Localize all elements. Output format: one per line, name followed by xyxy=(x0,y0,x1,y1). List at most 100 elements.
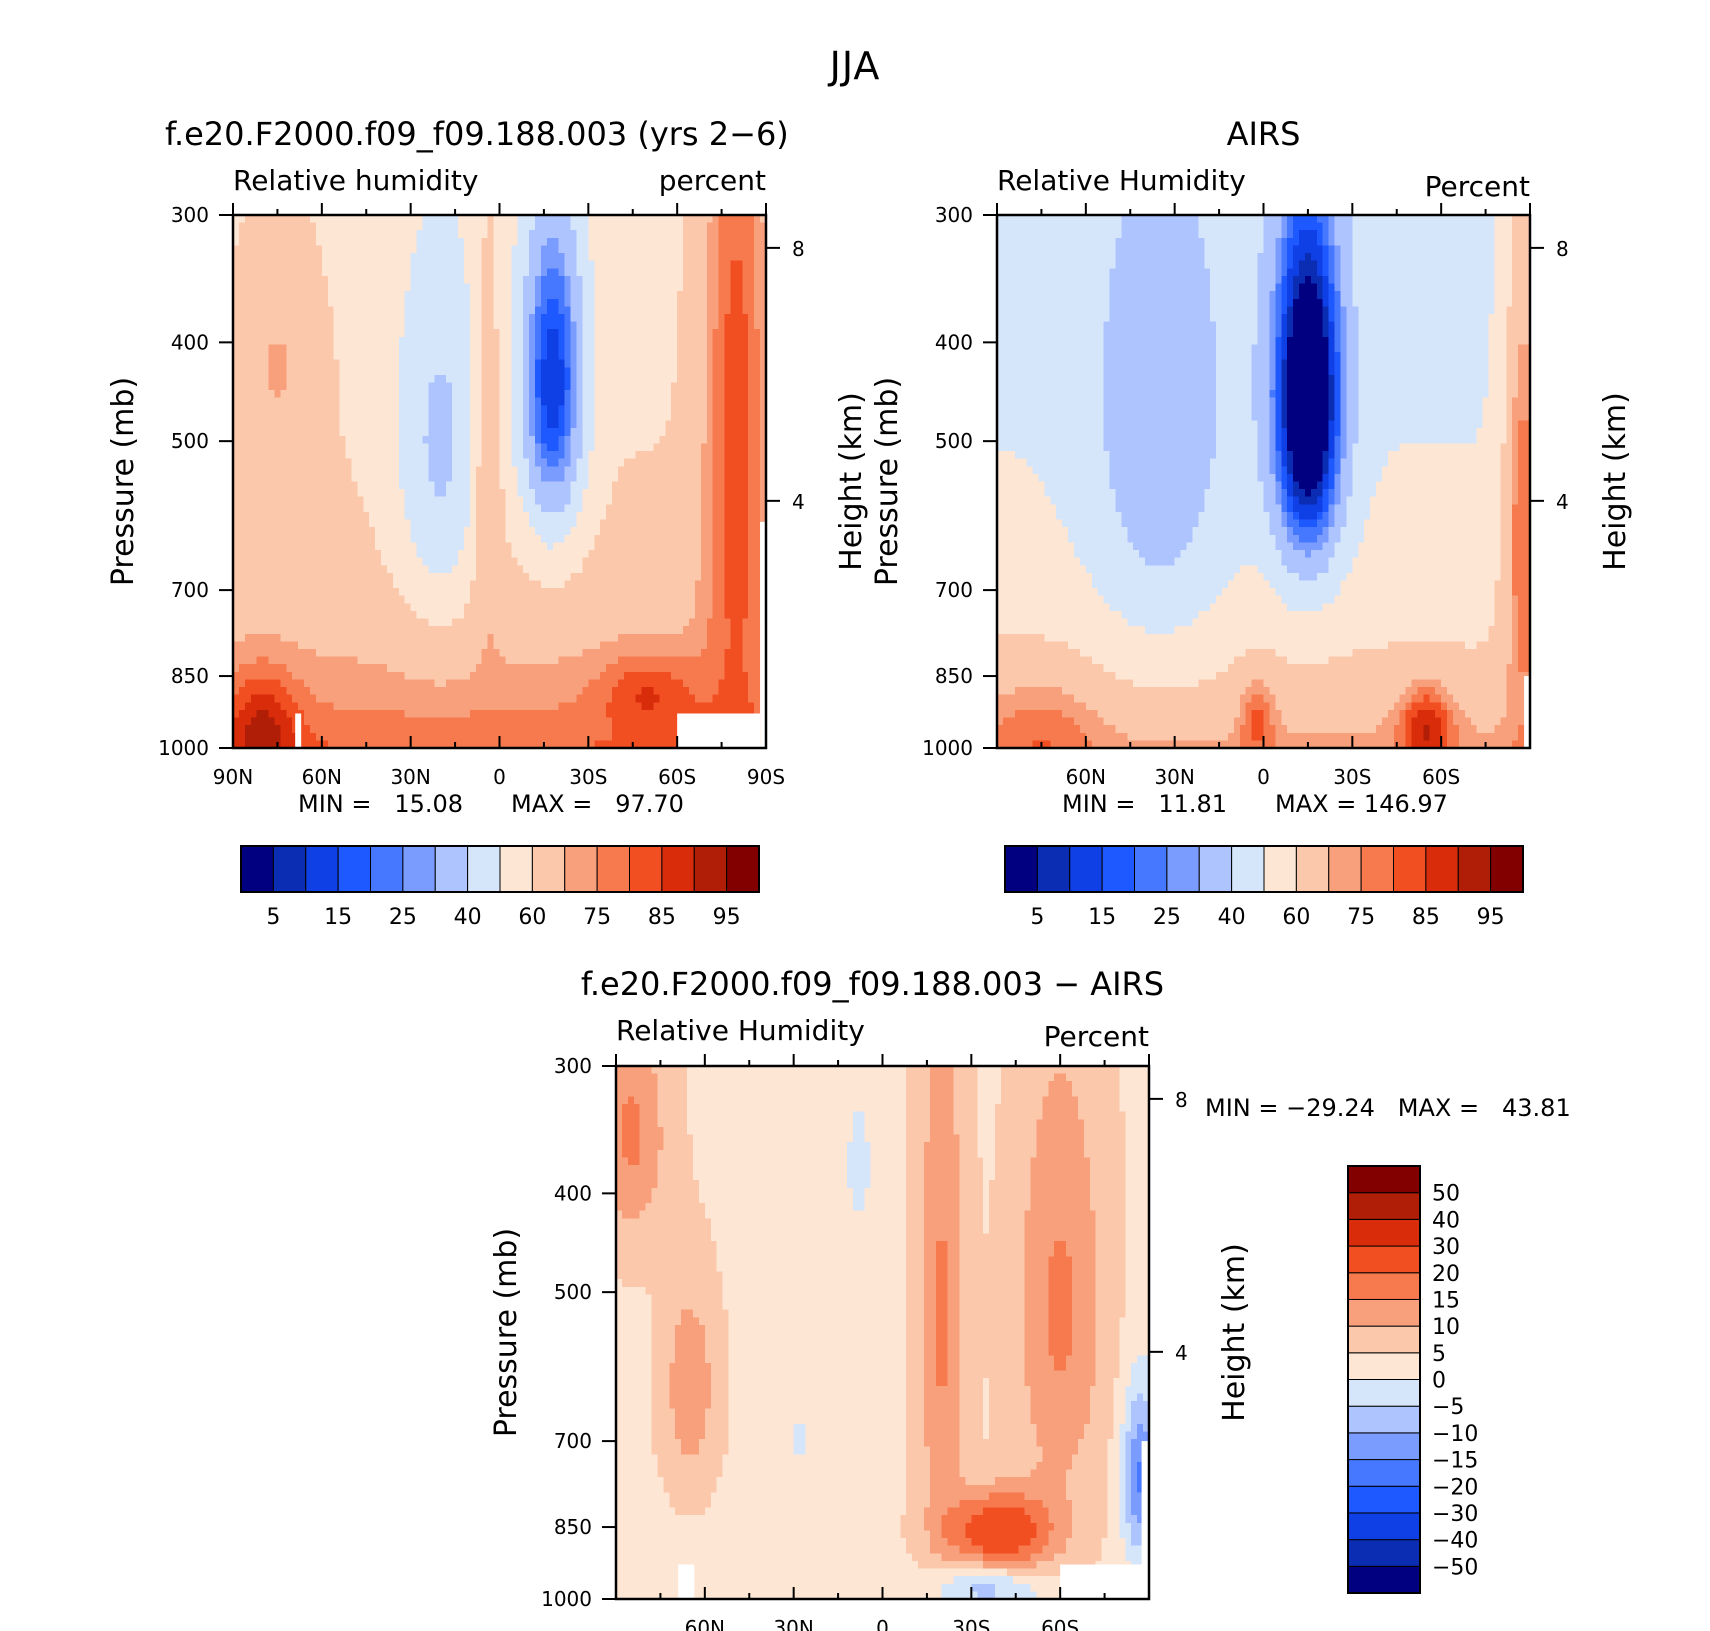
heatmap-cell xyxy=(541,504,548,512)
heatmap-cell xyxy=(411,657,418,665)
heatmap-cell xyxy=(304,276,311,284)
heatmap-cell xyxy=(245,352,252,360)
heatmap-cell xyxy=(452,230,459,238)
heatmap-cell xyxy=(571,322,578,330)
heatmap-cell xyxy=(334,520,341,528)
heatmap-cell xyxy=(411,603,418,611)
heatmap-cell xyxy=(405,710,412,718)
heatmap-cell xyxy=(340,383,347,391)
heatmap-cell xyxy=(470,588,477,596)
heatmap-cell xyxy=(316,527,323,535)
heatmap-cell xyxy=(482,436,489,444)
heatmap-cell xyxy=(529,725,536,733)
heatmap-cell xyxy=(517,291,524,299)
heatmap-cell xyxy=(239,687,246,695)
heatmap-cell xyxy=(600,314,607,322)
heatmap-cell xyxy=(245,535,252,543)
heatmap-cell xyxy=(482,466,489,474)
heatmap-cell xyxy=(334,383,341,391)
heatmap-cell xyxy=(245,291,252,299)
heatmap-cell xyxy=(470,390,477,398)
heatmap-cell xyxy=(511,558,518,566)
heatmap-cell xyxy=(340,649,347,657)
heatmap-cell xyxy=(541,664,548,672)
heatmap-cell xyxy=(387,268,394,276)
heatmap-cell xyxy=(482,733,489,741)
heatmap-cell xyxy=(399,451,406,459)
heatmap-cell xyxy=(440,550,447,558)
heatmap-cell xyxy=(263,329,270,337)
heatmap-cell xyxy=(440,687,447,695)
heatmap-cell xyxy=(612,542,619,550)
heatmap-cell xyxy=(399,679,406,687)
heatmap-cell xyxy=(582,695,589,703)
heatmap-cell xyxy=(274,634,281,642)
heatmap-cell xyxy=(322,596,329,604)
heatmap-cell xyxy=(316,512,323,520)
heatmap-cell xyxy=(251,253,258,261)
heatmap-cell xyxy=(523,619,530,627)
heatmap-cell xyxy=(251,679,258,687)
heatmap-cell xyxy=(369,512,376,520)
heatmap-cell xyxy=(322,695,329,703)
heatmap-cell xyxy=(571,634,578,642)
heatmap-cell xyxy=(298,565,305,573)
heatmap-cell xyxy=(488,443,495,451)
heatmap-cell xyxy=(257,284,264,292)
heatmap-cell xyxy=(322,580,329,588)
heatmap-cell xyxy=(488,672,495,680)
heatmap-cell xyxy=(346,687,353,695)
heatmap-cell xyxy=(648,733,655,741)
heatmap-cell xyxy=(452,276,459,284)
heatmap-cell xyxy=(411,664,418,672)
heatmap-cell xyxy=(511,573,518,581)
heatmap-cell xyxy=(630,223,637,231)
heatmap-cell xyxy=(648,405,655,413)
heatmap-cell xyxy=(541,443,548,451)
heatmap-cell xyxy=(464,611,471,619)
heatmap-cell xyxy=(594,489,601,497)
heatmap-cell xyxy=(547,451,554,459)
heatmap-cell xyxy=(642,710,649,718)
heatmap-cell xyxy=(245,306,252,314)
heatmap-cell xyxy=(648,657,655,665)
heatmap-cell xyxy=(470,619,477,627)
heatmap-cell xyxy=(405,337,412,345)
heatmap-cell xyxy=(387,230,394,238)
heatmap-cell xyxy=(464,619,471,627)
heatmap-cell xyxy=(239,664,246,672)
heatmap-cell xyxy=(399,360,406,368)
heatmap-cell xyxy=(588,718,595,726)
heatmap-cell xyxy=(304,466,311,474)
heatmap-cell xyxy=(571,535,578,543)
heatmap-cell xyxy=(387,672,394,680)
heatmap-cell xyxy=(500,573,507,581)
heatmap-cell xyxy=(452,512,459,520)
heatmap-cell xyxy=(381,344,388,352)
heatmap-cell xyxy=(387,276,394,284)
heatmap-cell xyxy=(464,299,471,307)
heatmap-cell xyxy=(316,535,323,543)
heatmap-cell xyxy=(286,466,293,474)
heatmap-cell xyxy=(369,337,376,345)
heatmap-cell xyxy=(316,329,323,337)
heatmap-cell xyxy=(387,360,394,368)
heatmap-cell xyxy=(387,512,394,520)
heatmap-cell xyxy=(488,390,495,398)
heatmap-cell xyxy=(476,520,483,528)
heatmap-cell xyxy=(511,672,518,680)
heatmap-cell xyxy=(559,268,566,276)
heatmap-cell xyxy=(630,603,637,611)
heatmap-cell xyxy=(541,299,548,307)
heatmap-cell xyxy=(387,619,394,627)
heatmap-cell xyxy=(476,367,483,375)
heatmap-cell xyxy=(576,619,583,627)
heatmap-cell xyxy=(500,619,507,627)
heatmap-cell xyxy=(606,725,613,733)
heatmap-cell xyxy=(541,611,548,619)
heatmap-cell xyxy=(494,314,501,322)
heatmap-cell xyxy=(452,344,459,352)
heatmap-cell xyxy=(274,542,281,550)
heatmap-cell xyxy=(535,588,542,596)
heatmap-cell xyxy=(624,580,631,588)
